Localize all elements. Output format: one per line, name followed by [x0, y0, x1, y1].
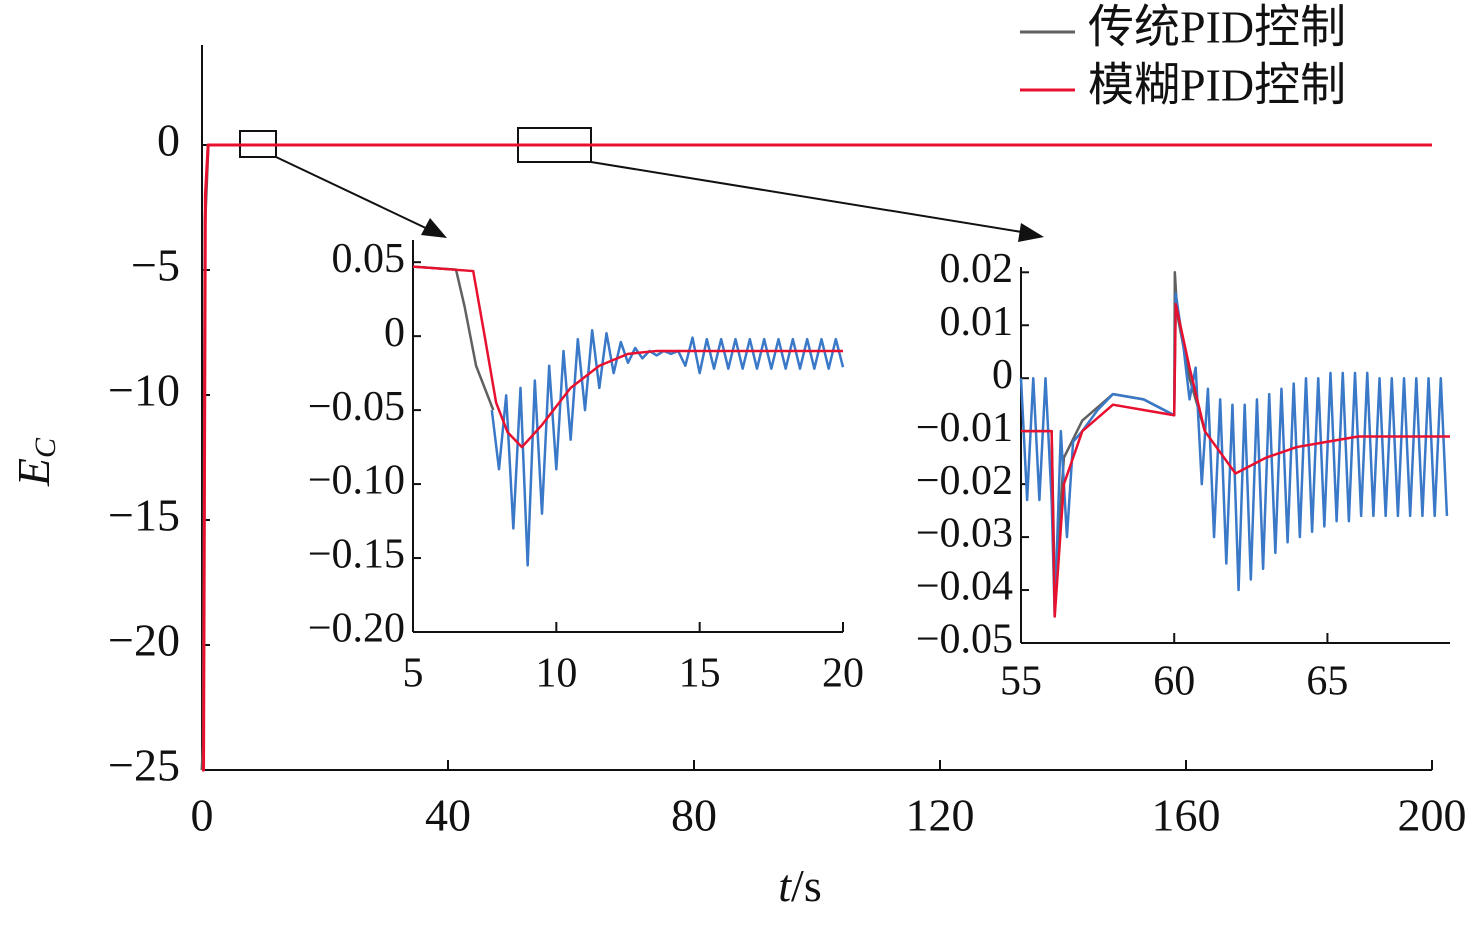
x-tick-label: 80: [671, 790, 717, 841]
y-tick-label: 0.01: [940, 299, 1014, 345]
y-tick-label: −10: [108, 365, 180, 416]
y-tick-label: 0: [384, 310, 405, 356]
x-tick-label: 160: [1152, 790, 1221, 841]
plot: 5 10 15 20 0.05 0 −0.05 −0.10 −0.15 −0.20: [308, 236, 864, 697]
y-tick-label: −5: [131, 240, 180, 291]
x-tick-label: 5: [403, 651, 424, 697]
series-line: [490, 328, 845, 567]
x-tick-label: 60: [1153, 659, 1195, 705]
x-tick-label: 15: [679, 651, 721, 697]
x-tick-label: 40: [425, 790, 471, 841]
y-tick-label: −0.10: [308, 458, 405, 504]
zoom-arrow: [275, 156, 433, 232]
series-line: [1019, 292, 1449, 618]
series-line: [412, 265, 495, 411]
y-tick-label: −25: [108, 740, 180, 791]
arrow-head: [421, 218, 447, 238]
y-tick-label: −0.01: [916, 405, 1013, 451]
series-line: [202, 143, 1432, 772]
plot: 55 60 65 0.02 0.01 0 −0.01 −0.02 −0.03 −0.04 −0.05: [916, 246, 1450, 705]
y-axis-label: EC: [8, 437, 62, 487]
zoom-arrow: [590, 161, 1029, 234]
x-tick-label: 55: [1000, 659, 1042, 705]
y-tick-label: 0: [157, 115, 180, 166]
y-tick-label: −0.02: [916, 458, 1013, 504]
x-label-unit: /s: [791, 860, 822, 911]
y-tick-label: −0.05: [916, 617, 1013, 663]
legend-label: 传统PID控制: [1088, 2, 1346, 53]
series-line: [1021, 302, 1450, 618]
y-tick-label: −20: [108, 615, 180, 666]
y-tick-label: −0.05: [308, 384, 405, 430]
y-tick-label: −0.03: [916, 511, 1013, 557]
y-label-sub: C: [29, 437, 62, 458]
y-tick-label: −0.04: [916, 564, 1013, 610]
y-tick-label: 0.05: [332, 236, 406, 282]
y-tick-label: −0.20: [308, 606, 405, 652]
y-tick-label: −15: [108, 490, 180, 541]
x-tick-label: 20: [822, 651, 864, 697]
x-label-var: t: [778, 860, 792, 911]
y-label-var: E: [8, 458, 59, 487]
x-tick-label: 120: [906, 790, 975, 841]
x-axis-label: t/s: [778, 860, 821, 911]
zoom-indicators: [239, 127, 1044, 242]
y-tick-label: 0.02: [940, 246, 1014, 292]
x-tick-label: 200: [1398, 790, 1467, 841]
series-line: [412, 265, 843, 449]
x-tick-label: 10: [535, 651, 577, 697]
arrow-head: [1018, 223, 1044, 242]
y-tick-label: 0: [992, 352, 1013, 398]
legend-label: 模糊PID控制: [1088, 60, 1346, 111]
x-tick-label: 65: [1306, 659, 1348, 705]
y-tick-label: −0.15: [308, 532, 405, 578]
x-tick-label: 0: [191, 790, 214, 841]
